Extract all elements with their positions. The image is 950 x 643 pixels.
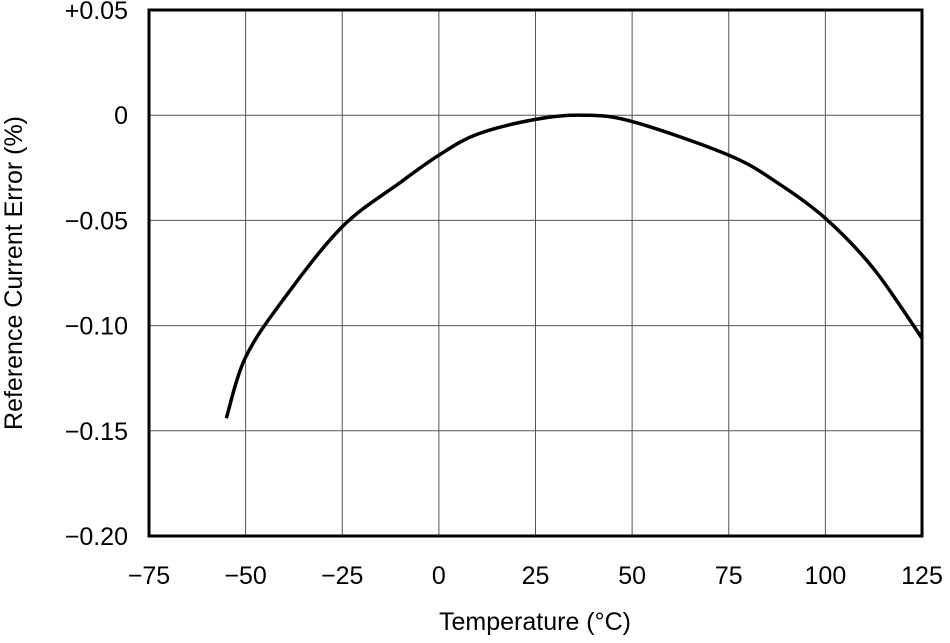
- y-tick-label: −0.05: [65, 207, 128, 235]
- y-tick-label: −0.20: [65, 523, 128, 551]
- grid: [148, 9, 923, 537]
- x-tick-label: 100: [805, 562, 847, 590]
- x-tick-label: −50: [224, 562, 266, 590]
- y-tick-label: +0.05: [65, 0, 128, 25]
- x-tick-label: 125: [901, 562, 943, 590]
- x-tick-labels: −75 −50 −25 0 25 50 75 100 125: [128, 562, 943, 590]
- x-tick-label: 50: [618, 562, 646, 590]
- series: [224, 113, 924, 419]
- y-axis-label: Reference Current Error (%): [0, 116, 28, 430]
- x-tick-label: 25: [522, 562, 550, 590]
- x-axis-label: Temperature (°C): [439, 608, 631, 636]
- y-tick-label: −0.10: [65, 313, 128, 341]
- x-tick-label: −25: [321, 562, 363, 590]
- y-tick-labels: +0.05 0 −0.05 −0.10 −0.15 −0.20: [65, 0, 128, 551]
- plot-frame: [147, 8, 924, 538]
- y-tick-label: 0: [114, 102, 128, 130]
- y-tick-label: −0.15: [65, 418, 128, 446]
- series-line: [224, 113, 924, 419]
- x-tick-label: 75: [715, 562, 743, 590]
- x-tick-label: 0: [432, 562, 446, 590]
- x-tick-label: −75: [128, 562, 170, 590]
